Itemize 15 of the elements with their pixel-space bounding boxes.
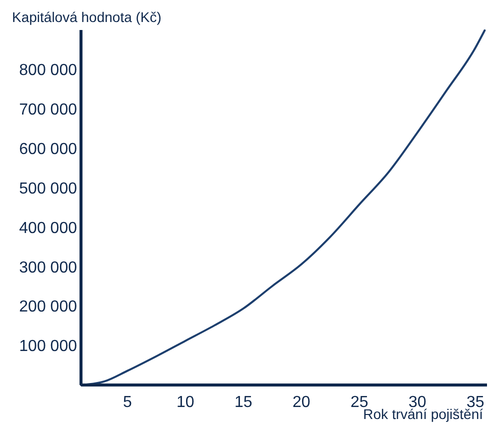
line-series bbox=[80, 29, 486, 386]
y-tick-label: 800 000 bbox=[19, 62, 78, 80]
x-tick-label: 5 bbox=[122, 394, 132, 411]
y-tick-label: 700 000 bbox=[19, 101, 78, 118]
y-axis-title: Kapitálová hodnota (Kč) bbox=[12, 9, 162, 25]
x-axis-title: Rok trvání pojištění bbox=[363, 406, 484, 422]
x-tick-label: 10 bbox=[176, 394, 194, 411]
x-tick-label: 15 bbox=[234, 394, 252, 411]
y-tick-label: 300 000 bbox=[19, 259, 78, 276]
y-tick-label: 100 000 bbox=[19, 338, 78, 356]
x-tick-label: 20 bbox=[292, 394, 310, 411]
y-tick-label: 400 000 bbox=[19, 220, 78, 237]
y-tick-label: 500 000 bbox=[19, 180, 78, 198]
y-tick-label: 200 000 bbox=[19, 298, 78, 316]
y-tick-label: 600 000 bbox=[19, 140, 78, 158]
